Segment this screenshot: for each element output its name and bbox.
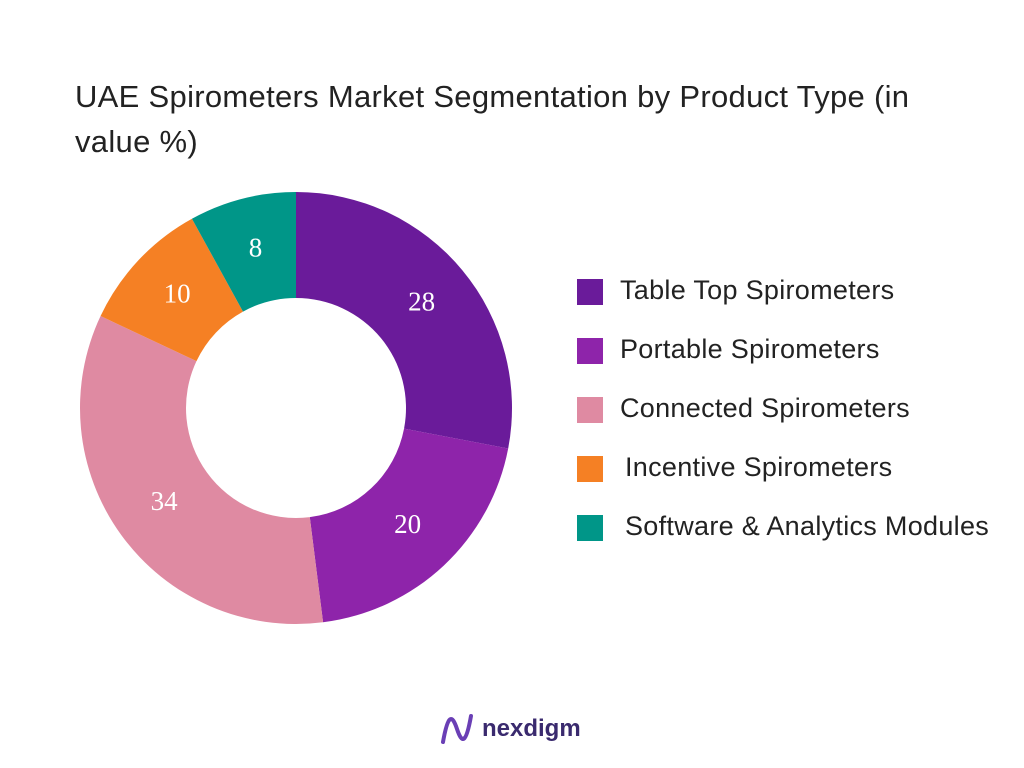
donut-slice — [191, 192, 296, 312]
logo-text: nexdigm — [482, 715, 581, 742]
legend-swatch — [577, 397, 603, 423]
chart-title: UAE Spirometers Market Segmentation by P… — [75, 79, 910, 159]
slice-label: 10 — [164, 279, 191, 309]
donut-slice — [296, 192, 512, 449]
donut-slice — [79, 316, 324, 624]
legend-swatch — [577, 456, 603, 482]
slice-label: 34 — [151, 486, 179, 516]
legend-entry: Portable Spirometers — [577, 329, 990, 370]
slice-label: 28 — [408, 286, 435, 316]
logo: nexdigm — [440, 712, 581, 746]
slice-label: 8 — [249, 232, 263, 262]
legend-entry: Table Top Spirometers — [577, 270, 990, 311]
chart: 28 20 34 10 8 — [79, 192, 512, 624]
legend-label: Software & Analytics Modules — [625, 511, 990, 541]
legend-label: Connected Spirometers — [620, 393, 910, 423]
legend-entry: Connected Spirometers — [577, 388, 990, 429]
slice-label: 20 — [394, 509, 421, 539]
donut-slice — [100, 218, 244, 362]
legend-entry: Incentive Spirometers — [577, 447, 995, 488]
legend-entry: Software & Analytics Modules — [577, 506, 995, 547]
legend-label: Table Top Spirometers — [620, 275, 895, 305]
legend-swatch — [577, 279, 603, 305]
legend-swatch — [577, 338, 603, 364]
legend-label: Portable Spirometers — [620, 334, 880, 364]
logo-icon — [441, 714, 473, 744]
donut-slice — [309, 428, 509, 623]
legend-swatch — [577, 515, 603, 541]
legend-label: Incentive Spirometers — [625, 452, 893, 482]
